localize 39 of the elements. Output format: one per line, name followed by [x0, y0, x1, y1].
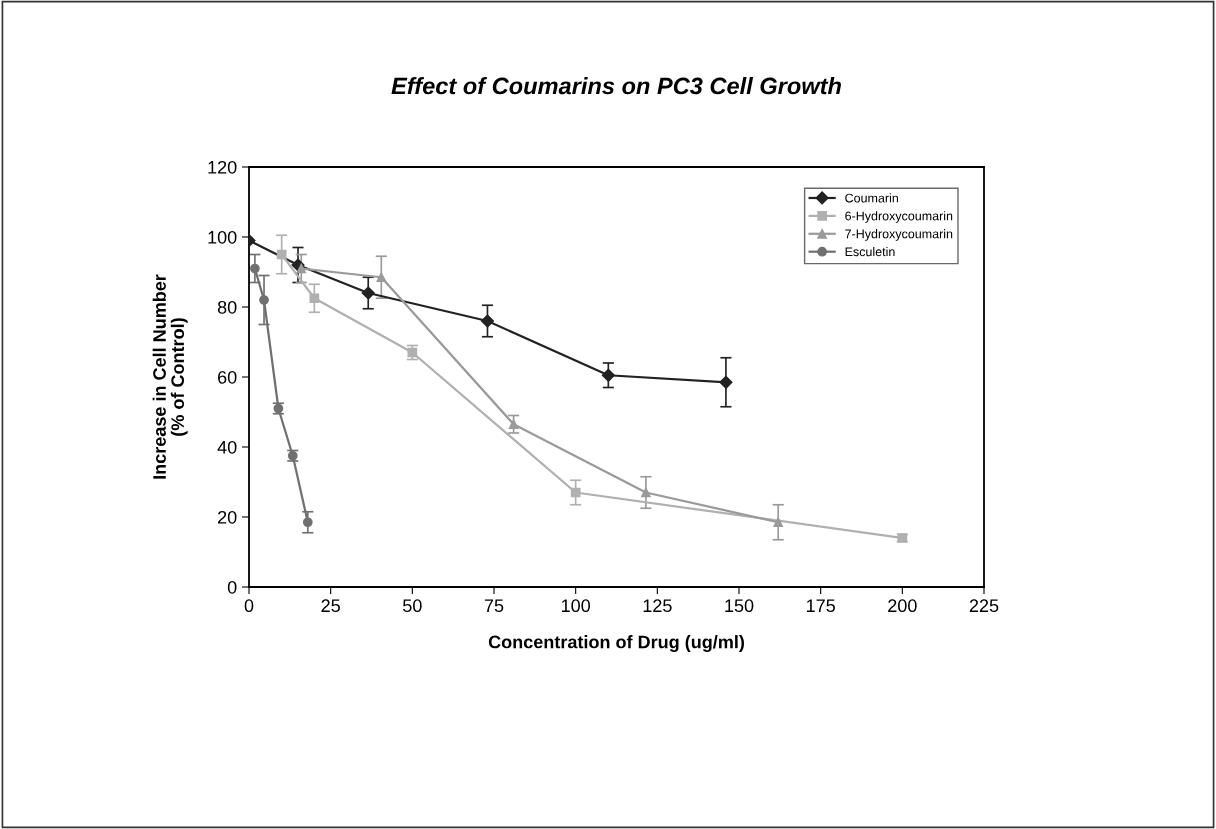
y-tick-label: 40	[217, 440, 237, 454]
legend-label: 6-Hydroxycoumarin	[845, 211, 953, 223]
point	[361, 286, 375, 300]
point	[773, 517, 784, 528]
y-tick-label: 120	[208, 160, 237, 174]
y-tick-label: 20	[218, 510, 237, 524]
legend-label: Coumarin	[845, 193, 898, 203]
y-tick-label: 60	[218, 370, 237, 384]
x-tick-label: 175	[806, 599, 835, 613]
point	[296, 263, 307, 274]
x-tick-label: 100	[561, 599, 591, 613]
x-tick-label: 150	[725, 599, 754, 613]
point	[480, 314, 495, 328]
point	[376, 272, 387, 283]
x-tick-label: 50	[403, 599, 422, 613]
point	[276, 249, 287, 260]
y-tick-label: 100	[208, 230, 237, 244]
y-tick-label: 80	[217, 300, 237, 314]
x-tick-label: 0	[244, 599, 254, 613]
legend-label: Esculetin	[845, 247, 895, 257]
point	[508, 419, 519, 430]
point	[570, 487, 581, 498]
y-tick-label: 0	[227, 580, 237, 594]
x-axis-title: Concentration of Drug (ug/ml)	[488, 635, 744, 652]
point	[309, 293, 320, 304]
point	[259, 295, 269, 305]
x-tick-label: 200	[888, 599, 917, 613]
x-tick-label: 75	[484, 599, 504, 613]
point	[601, 368, 615, 382]
point	[250, 263, 260, 274]
x-tick-label: 25	[321, 599, 340, 613]
chart-title: Effect of Coumarins on PC3 Cell Growth	[391, 77, 841, 95]
y-axis-title: Increase in Cell Number (% of Control)	[152, 274, 188, 479]
legend-label: 7-Hydroxycoumarin	[845, 229, 953, 241]
point	[641, 487, 651, 498]
x-tick-label: 125	[643, 599, 672, 613]
point	[719, 375, 733, 389]
point	[302, 517, 313, 528]
x-tick-label: 225	[969, 599, 999, 613]
